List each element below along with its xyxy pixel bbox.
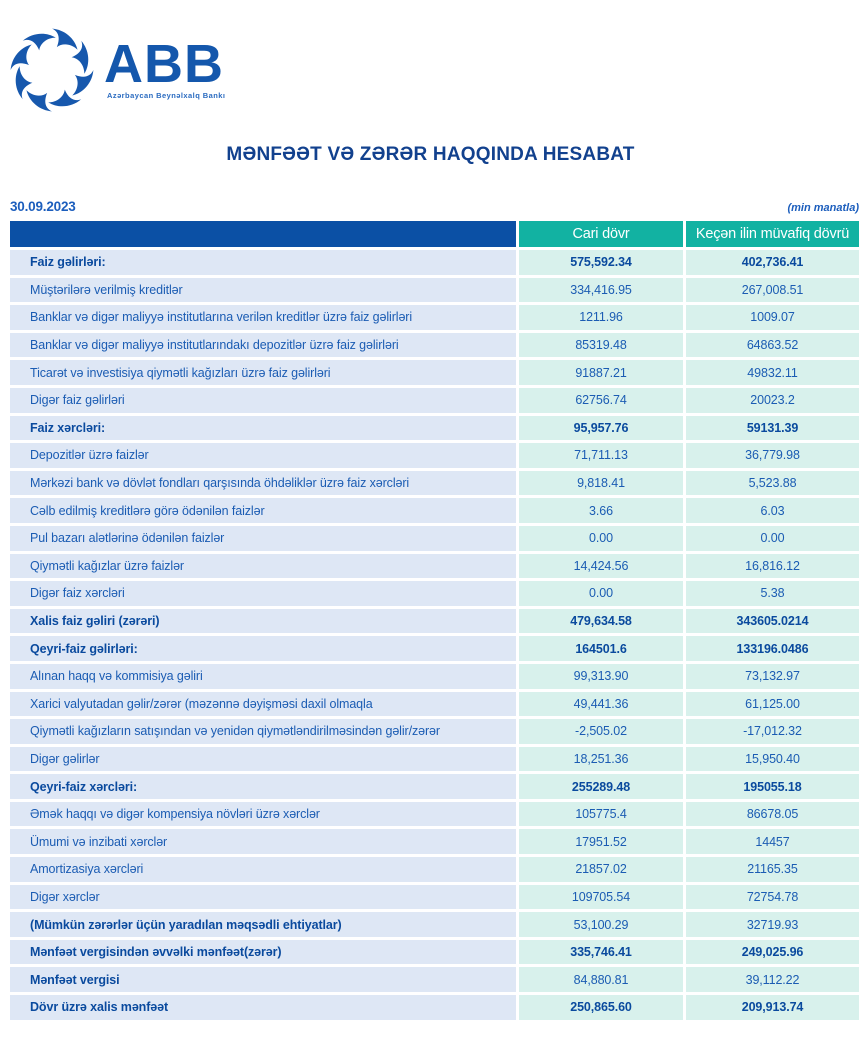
row-value-previous: 6.03 [686,498,859,523]
row-value-previous: 36,779.98 [686,443,859,468]
row-value-previous: 1009.07 [686,305,859,330]
row-value-previous: 343605.0214 [686,608,859,634]
row-label: Faiz gəlirləri: [10,250,516,275]
logo-text: ABB Azərbaycan Beynəlxalq Bankı [104,33,226,101]
row-value-previous: 5.38 [686,581,859,606]
row-label: Ümumi və inzibati xərclər [10,829,516,855]
row-value-previous: 195055.18 [686,774,859,799]
row-value-previous: 59131.39 [686,415,859,441]
row-value-previous: 49832.11 [686,360,859,385]
row-value-current: 85319.48 [519,332,683,358]
row-label: Banklar və digər maliyyə institutlarına … [10,305,516,330]
brand-name: ABB [104,33,224,94]
row-label: Pul bazarı alətlərinə ödənilən faizlər [10,525,516,551]
row-value-current: 71,711.13 [519,443,683,468]
row-label: Amortizasiya xərcləri [10,857,516,882]
row-value-current: 53,100.29 [519,912,683,937]
row-value-previous: 39,112.22 [686,967,859,993]
row-value-previous: 249,025.96 [686,939,859,965]
row-value-previous: 133196.0486 [686,636,859,661]
row-value-previous: 21165.35 [686,857,859,882]
row-label: Qeyri-faiz xərcləri: [10,774,516,799]
row-value-current: 250,865.60 [519,995,683,1020]
row-value-current: 18,251.36 [519,746,683,772]
row-value-previous: 20023.2 [686,387,859,413]
brand-tagline: Azərbaycan Beynəlxalq Bankı [107,91,226,101]
row-label: Qeyri-faiz gəlirləri: [10,636,516,661]
row-value-previous: 0.00 [686,525,859,551]
row-value-previous: 5,523.88 [686,470,859,496]
row-value-current: -2,505.02 [519,719,683,744]
row-value-current: 62756.74 [519,387,683,413]
row-label: Dövr üzrə xalis mənfəət [10,995,516,1020]
row-value-current: 109705.54 [519,884,683,910]
meta-row: 30.09.2023 (min manatla) [10,199,859,214]
row-value-current: 479,634.58 [519,608,683,634]
row-value-previous: 15,950.40 [686,746,859,772]
pl-table: Cari dövr Keçən ilin müvafiq dövrü Faiz … [10,221,859,1020]
row-label: Digər xərclər [10,884,516,910]
unit-note: (min manatla) [787,202,859,214]
row-label: Qiymətli kağızların satışından və yenidə… [10,719,516,744]
row-value-current: 334,416.95 [519,277,683,303]
row-label: Banklar və digər maliyyə institutlarında… [10,332,516,358]
row-value-current: 1211.96 [519,305,683,330]
row-value-previous: 16,816.12 [686,553,859,579]
row-label: Xarici valyutadan gəlir/zərər (məzənnə d… [10,691,516,717]
row-value-previous: 267,008.51 [686,277,859,303]
row-value-current: 49,441.36 [519,691,683,717]
corner-cell [10,221,516,247]
report-date: 30.09.2023 [10,199,76,214]
abb-logo: ABB Azərbaycan Beynəlxalq Bankı [0,0,861,116]
row-value-current: 164501.6 [519,636,683,661]
row-value-current: 105775.4 [519,801,683,827]
row-label: Müştərilərə verilmiş kreditlər [10,277,516,303]
row-value-previous: 61,125.00 [686,691,859,717]
page-title: MƏNFƏƏT VƏ ZƏRƏR HAQQINDA HESABAT [226,144,635,165]
row-label: Əmək haqqı və digər kompensiya növləri ü… [10,801,516,827]
row-value-current: 14,424.56 [519,553,683,579]
row-value-previous: 73,132.97 [686,663,859,689]
row-label: Ticarət və investisiya qiymətli kağızlar… [10,360,516,385]
row-value-current: 17951.52 [519,829,683,855]
row-label: Xalis faiz gəliri (zərəri) [10,608,516,634]
row-value-previous: 14457 [686,829,859,855]
row-label: Mərkəzi bank və dövlət fondları qarşısın… [10,470,516,496]
row-value-current: 335,746.41 [519,939,683,965]
row-label: Alınan haqq və kommisiya gəliri [10,663,516,689]
row-value-previous: 86678.05 [686,801,859,827]
row-value-current: 95,957.76 [519,415,683,441]
row-label: Depozitlər üzrə faizlər [10,443,516,468]
row-value-current: 575,592.34 [519,250,683,275]
row-label: Digər faiz xərcləri [10,581,516,606]
row-label: (Mümkün zərərlər üçün yaradılan məqsədli… [10,912,516,937]
row-value-previous: 209,913.74 [686,995,859,1020]
row-label: Cəlb edilmiş kreditlərə görə ödənilən fa… [10,498,516,523]
row-value-current: 3.66 [519,498,683,523]
row-label: Qiymətli kağızlar üzrə faizlər [10,553,516,579]
column-header-previous: Keçən ilin müvafiq dövrü [686,221,859,247]
row-value-current: 9,818.41 [519,470,683,496]
row-label: Digər gəlirlər [10,746,516,772]
row-value-previous: -17,012.32 [686,719,859,744]
row-value-previous: 402,736.41 [686,250,859,275]
row-value-current: 99,313.90 [519,663,683,689]
row-value-current: 91887.21 [519,360,683,385]
row-label: Faiz xərcləri: [10,415,516,441]
column-header-current: Cari dövr [519,221,683,247]
row-value-current: 0.00 [519,581,683,606]
row-label: Mənfəət vergisindən əvvəlki mənfəət(zərə… [10,939,516,965]
row-value-previous: 64863.52 [686,332,859,358]
row-label: Digər faiz gəlirləri [10,387,516,413]
row-label: Mənfəət vergisi [10,967,516,993]
row-value-current: 255289.48 [519,774,683,799]
row-value-previous: 72754.78 [686,884,859,910]
abb-swirl-icon [8,26,96,114]
row-value-current: 84,880.81 [519,967,683,993]
row-value-current: 21857.02 [519,857,683,882]
row-value-previous: 32719.93 [686,912,859,937]
row-value-current: 0.00 [519,525,683,551]
